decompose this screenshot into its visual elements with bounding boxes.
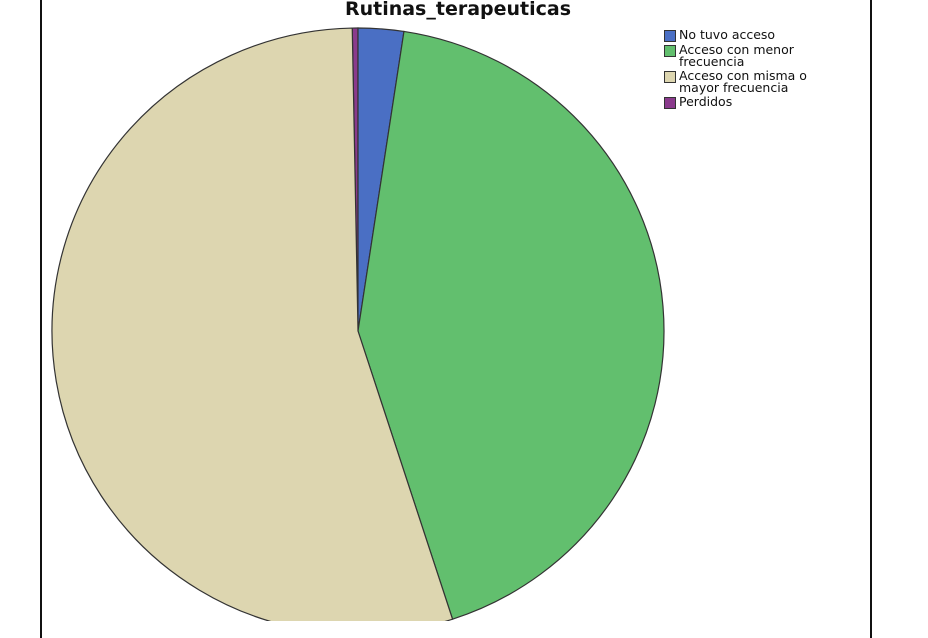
pie-chart <box>51 27 665 621</box>
chart-frame <box>40 0 872 638</box>
legend-swatch <box>664 30 676 42</box>
legend-swatch <box>664 45 676 57</box>
legend-label: Perdidos <box>679 94 733 109</box>
legend-swatch <box>664 71 676 83</box>
legend-label: No tuvo acceso <box>679 27 776 42</box>
legend-label: Acceso con misma o mayor frecuencia <box>679 68 807 95</box>
chart-title: Rutinas_terapeuticas <box>344 0 572 20</box>
legend-swatch <box>664 97 676 109</box>
legend: No tuvo acceso Acceso con menor frecuenci… <box>664 27 829 111</box>
legend-item: Perdidos <box>664 94 829 109</box>
legend-item: Acceso con menor frecuencia <box>664 42 829 69</box>
legend-item: No tuvo acceso <box>664 27 829 42</box>
pie-slice-2 <box>51 27 454 621</box>
legend-label: Acceso con menor frecuencia <box>679 42 794 69</box>
pie-slice-1 <box>357 30 665 620</box>
legend-item: Acceso con misma o mayor frecuencia <box>664 68 829 95</box>
